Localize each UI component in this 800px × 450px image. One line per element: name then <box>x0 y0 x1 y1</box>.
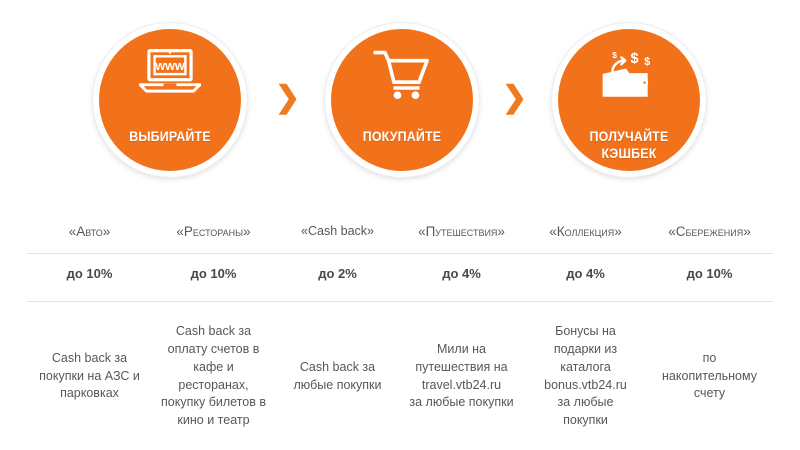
svg-text:www: www <box>154 59 185 73</box>
svg-text:$: $ <box>612 50 617 60</box>
svg-text:$: $ <box>644 56 650 68</box>
svg-text:$: $ <box>631 51 639 67</box>
